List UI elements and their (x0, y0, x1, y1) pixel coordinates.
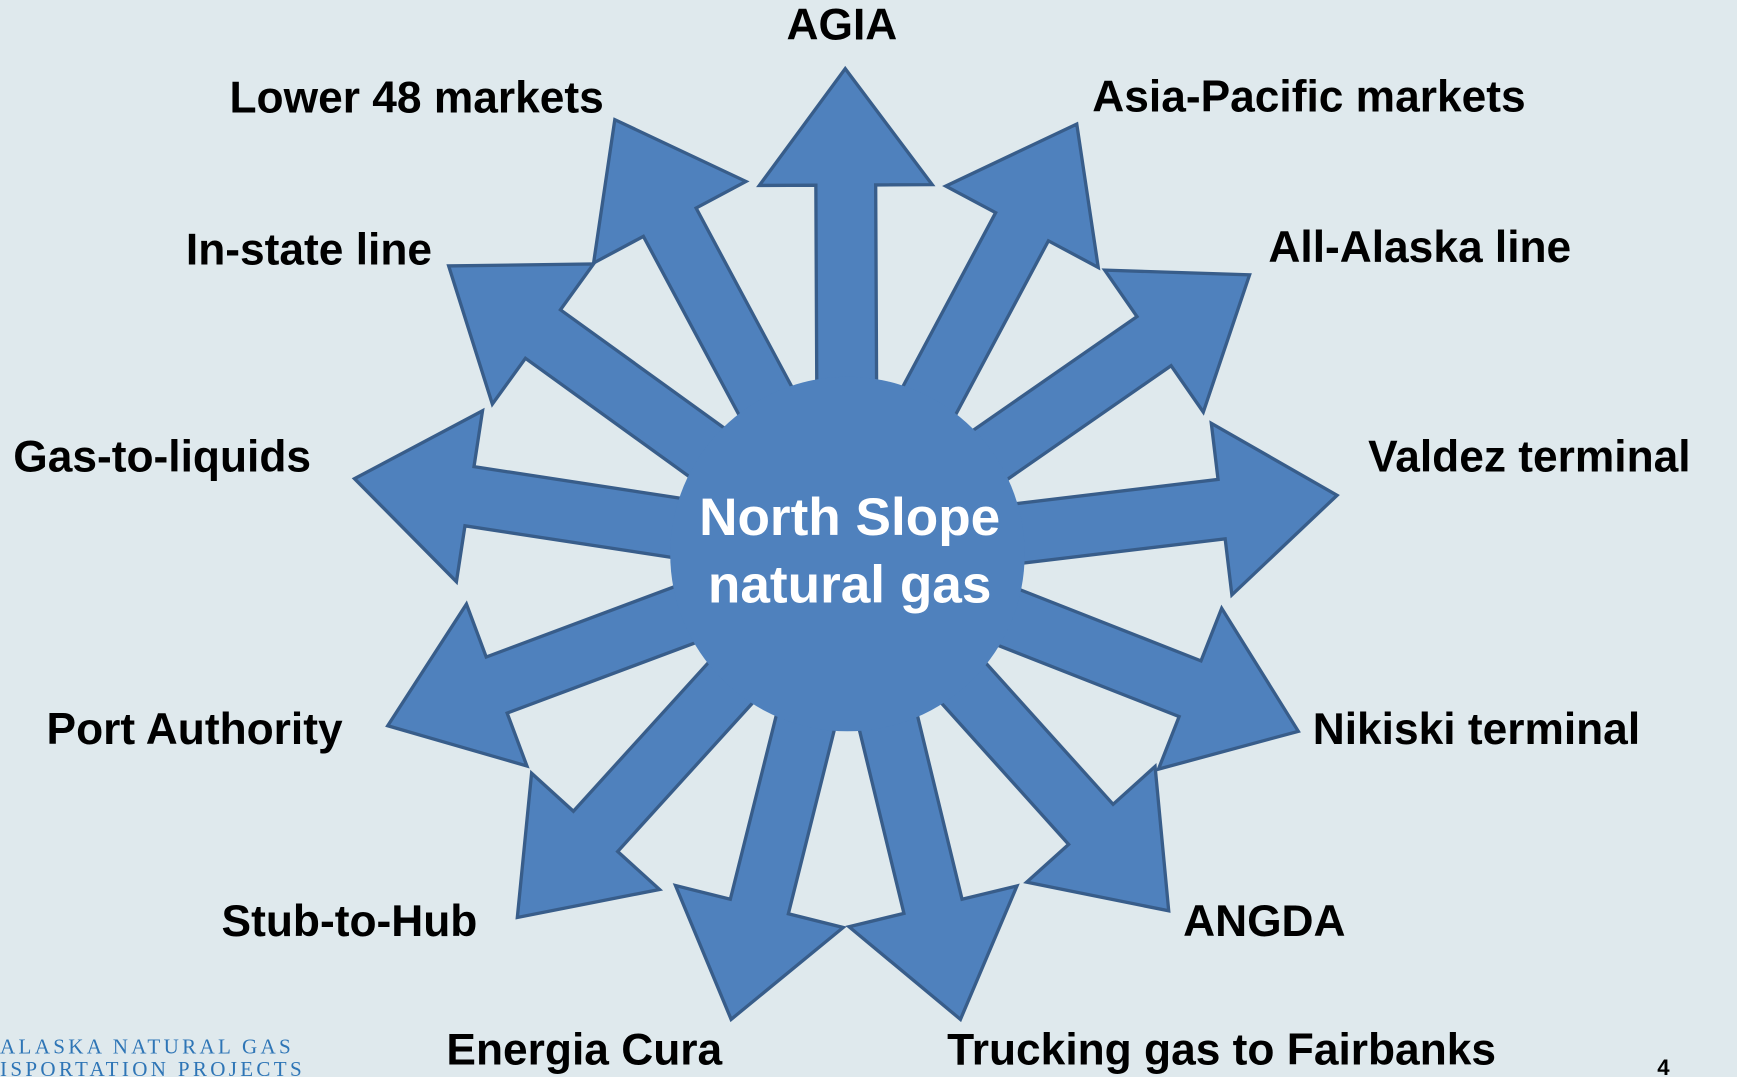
node-label: Trucking gas to Fairbanks (947, 1025, 1496, 1074)
logo-line: ISPORTATION PROJECTS (0, 1057, 305, 1077)
node-label: All-Alaska line (1268, 223, 1571, 272)
page-number: 4 (1657, 1055, 1670, 1077)
node-label: ANGDA (1183, 897, 1345, 946)
hub (670, 376, 1025, 732)
node-label: Stub-to-Hub (222, 897, 478, 946)
center-line: North Slope (699, 488, 1000, 547)
node-label: Energia Cura (446, 1025, 722, 1074)
node-label: Gas-to-liquids (13, 433, 311, 482)
node-label: Lower 48 markets (230, 74, 604, 123)
labels: AGIA Lower 48 markets Asia-Pacific markets… (13, 0, 1690, 1074)
node-label: Valdez terminal (1368, 433, 1690, 482)
logo-line: ALASKA NATURAL GAS (0, 1035, 294, 1059)
node-label: AGIA (787, 0, 898, 49)
node-label: Nikiski terminal (1313, 705, 1640, 754)
node-label: Asia-Pacific markets (1092, 72, 1525, 121)
node-label: Port Authority (47, 705, 343, 754)
center-line: natural gas (708, 555, 992, 614)
node-label: In-state line (186, 225, 432, 274)
